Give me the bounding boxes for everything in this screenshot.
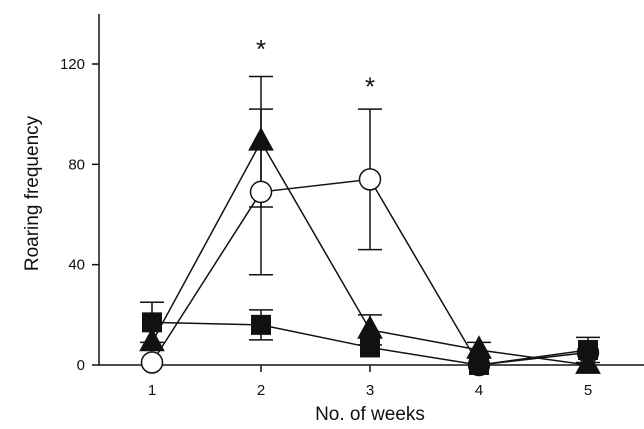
y-tick-label: 80 bbox=[68, 156, 85, 173]
x-tick-label: 4 bbox=[475, 382, 483, 399]
data-point-filled-square bbox=[360, 337, 380, 357]
significance-asterisk: * bbox=[365, 72, 375, 102]
data-point-filled-triangle bbox=[249, 128, 273, 150]
data-point-filled-square bbox=[142, 312, 162, 332]
y-tick-label: 40 bbox=[68, 257, 85, 274]
y-tick-label: 0 bbox=[77, 357, 85, 374]
x-tick-label: 1 bbox=[148, 382, 156, 399]
x-tick-label: 5 bbox=[584, 382, 592, 399]
data-point-open-circle bbox=[251, 181, 272, 202]
y-tick-label: 120 bbox=[60, 56, 85, 73]
data-point-filled-square bbox=[469, 355, 489, 375]
data-point-filled-triangle bbox=[358, 316, 382, 338]
data-point-open-circle bbox=[142, 352, 163, 373]
x-axis-label: No. of weeks bbox=[315, 404, 425, 425]
data-point-filled-square bbox=[251, 315, 271, 335]
y-axis-label: Roaring frequency bbox=[22, 115, 43, 271]
data-point-open-circle bbox=[360, 169, 381, 190]
x-tick-label: 3 bbox=[366, 382, 374, 399]
x-tick-label: 2 bbox=[257, 382, 265, 399]
significance-asterisk: * bbox=[256, 34, 266, 64]
data-point-filled-square bbox=[578, 340, 598, 360]
